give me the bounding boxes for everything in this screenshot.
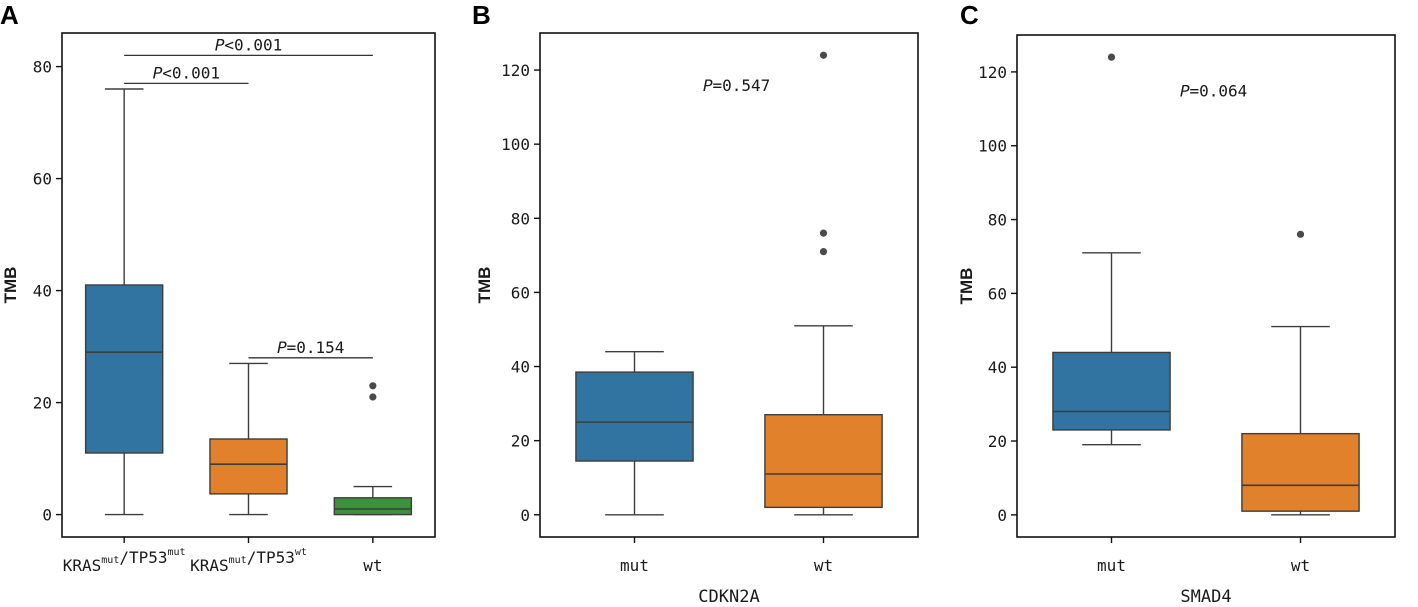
p-value-label: P=0.064 xyxy=(1180,81,1247,100)
axes-frame xyxy=(1016,34,1396,538)
x-tick-label: KRASmut/TP53wt xyxy=(190,547,307,575)
y-tick-label: 20 xyxy=(988,432,1007,451)
box-iqr xyxy=(575,371,694,462)
y-tick-label: 20 xyxy=(33,394,52,413)
y-tick-label: 80 xyxy=(33,58,52,77)
y-tick-label: 60 xyxy=(988,284,1007,303)
outlier-point xyxy=(1107,53,1116,61)
y-tick-label: 120 xyxy=(978,63,1007,82)
y-axis-label: TMB xyxy=(957,268,976,305)
p-value-label: P<0.001 xyxy=(215,35,282,54)
box-iqr xyxy=(209,438,288,495)
y-tick-label: 100 xyxy=(978,137,1007,156)
y-tick-label: 0 xyxy=(520,506,530,525)
outlier-point xyxy=(819,248,828,256)
outlier-point xyxy=(1296,230,1305,238)
y-tick-label: 80 xyxy=(988,211,1007,230)
y-tick-label: 100 xyxy=(501,135,530,154)
y-tick-label: 0 xyxy=(997,506,1007,525)
panel-letter: B xyxy=(472,0,491,30)
x-tick-label: mut xyxy=(1097,556,1126,575)
y-axis-label: TMB xyxy=(475,267,494,304)
box-iqr xyxy=(764,414,883,509)
x-axis-label: SMAD4 xyxy=(1180,587,1231,607)
box-iqr xyxy=(1052,351,1171,431)
y-axis-label: TMB xyxy=(1,267,20,304)
x-tick-label: KRASmut/TP53mut xyxy=(63,547,186,575)
y-tick-label: 80 xyxy=(511,209,530,228)
x-axis-label: CDKN2A xyxy=(698,587,759,607)
y-tick-label: 40 xyxy=(33,282,52,301)
x-tick-label: wt xyxy=(363,556,382,575)
box-iqr xyxy=(84,284,164,454)
panel-letter: C xyxy=(960,0,979,30)
y-tick-label: 60 xyxy=(511,283,530,302)
outlier-point xyxy=(819,229,828,237)
p-value-label: P=0.154 xyxy=(277,338,344,357)
y-tick-label: 40 xyxy=(511,358,530,377)
outlier-point xyxy=(369,382,377,390)
outlier-point xyxy=(819,51,828,59)
y-tick-label: 60 xyxy=(33,170,52,189)
y-tick-label: 40 xyxy=(988,358,1007,377)
x-tick-label: mut xyxy=(620,556,649,575)
panel-a: A 0 20 40 60 80 TMB KRASmut/TP53mutKRASmut/TP53… xyxy=(0,0,436,575)
axes-frame xyxy=(539,32,919,538)
y-tick-label: 0 xyxy=(42,506,52,525)
box-iqr xyxy=(333,497,413,516)
box-iqr xyxy=(1241,432,1360,512)
panel-b: B 0 20 40 60 80 100 120 TMB mut wt CDKN2A P=0.547 xyxy=(472,0,919,607)
panel-c: C 0 20 40 60 80 100 120 TMB mut wt SMAD4 P=0.064 xyxy=(957,0,1396,607)
outlier-point xyxy=(369,393,377,401)
y-tick-label: 20 xyxy=(511,432,530,451)
p-value-label: P<0.001 xyxy=(153,63,220,82)
x-tick-label: wt xyxy=(814,556,833,575)
p-value-label: P=0.547 xyxy=(703,76,770,95)
y-tick-label: 120 xyxy=(501,61,530,80)
panel-letter: A xyxy=(0,0,19,30)
x-tick-label: wt xyxy=(1291,556,1310,575)
